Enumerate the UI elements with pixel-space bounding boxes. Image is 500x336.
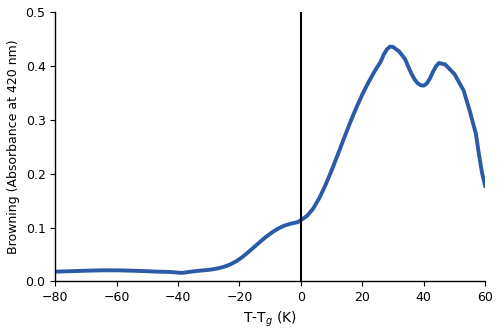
- X-axis label: T-T$_g$ (K): T-T$_g$ (K): [244, 310, 297, 329]
- Y-axis label: Browning (Absorbance at 420 nm): Browning (Absorbance at 420 nm): [7, 39, 20, 254]
